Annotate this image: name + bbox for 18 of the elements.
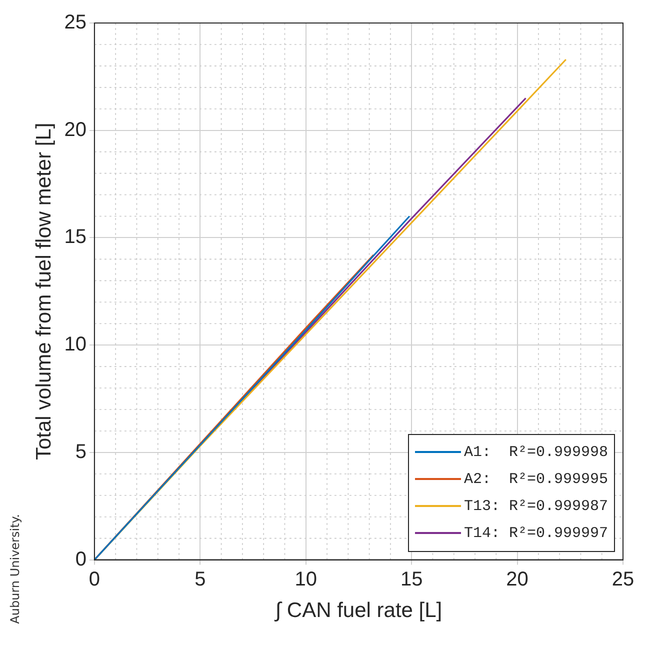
x-tick-label: 15 (400, 568, 423, 590)
text: Auburn University. (8, 514, 22, 624)
legend-label: A2: R²=0.999995 (464, 470, 608, 488)
legend-label: T14: R²=0.999997 (464, 524, 608, 542)
y-tick-label: 15 (64, 226, 86, 248)
y-axis-title: Total volume from fuel flow meter [L] (32, 122, 56, 460)
x-tick-label: 20 (506, 568, 528, 590)
legend-label: A1: R²=0.999998 (464, 444, 608, 461)
y-tick-label: 5 (75, 440, 86, 463)
y-tick-label: 0 (75, 548, 86, 570)
x-tick-label: 25 (612, 568, 634, 590)
legend-label: T13: R²=0.999987 (464, 498, 608, 515)
y-tick-label: 20 (64, 118, 86, 141)
y-tick-label: 10 (64, 334, 86, 356)
x-tick-label: 10 (294, 568, 317, 590)
y-tick-label: 25 (64, 12, 86, 34)
x-axis-title: ∫ CAN fuel rate [L] (274, 599, 442, 622)
x-tick-label: 5 (194, 568, 206, 590)
